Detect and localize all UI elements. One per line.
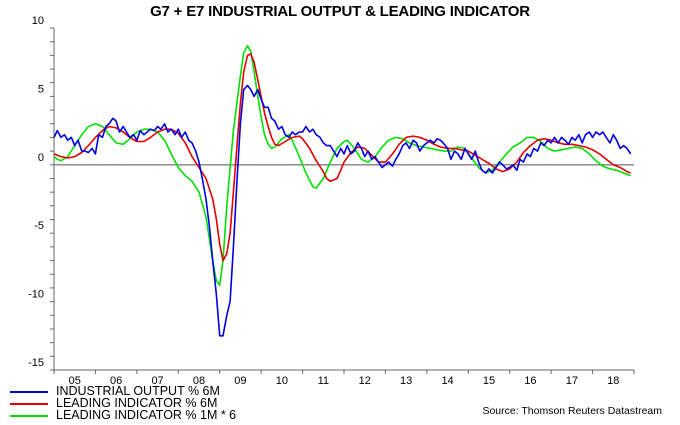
x-tick-label: 05 [69,375,81,387]
x-tick-label: 17 [566,375,578,387]
x-tick-label: 16 [524,375,536,387]
x-tick-label: 11 [318,375,329,387]
axes: 10 5 0 -5 -10 -15 05 06 07 08 09 10 11 12 13 14 15 16 17 18 [28,15,635,387]
series-lines [53,44,632,337]
chart-title: G7 + E7 INDUSTRIAL OUTPUT & LEADING INDI… [150,3,530,20]
legend-label: LEADING INDICATOR % 1M * 6 [56,408,237,422]
x-tick-label: 07 [151,375,163,387]
series-line [53,84,632,337]
y-tick-label: 0 [38,152,44,164]
legend-swatch-red [10,403,48,405]
y-tick-label: 10 [32,15,44,27]
legend-swatch-blue [10,391,48,393]
x-tick-label: 09 [234,375,246,387]
source-note: Source: Thomson Reuters Datastream [482,405,662,417]
legend-label: INDUSTRIAL OUTPUT % 6M [56,384,220,398]
x-tick-label: 13 [400,375,412,387]
x-tick-label: 15 [483,375,495,387]
x-tick-label: 06 [110,375,122,387]
legend-item-industrial-output: INDUSTRIAL OUTPUT % 6M [10,385,236,397]
legend-item-leading-indicator-1m: LEADING INDICATOR % 1M * 6 [10,409,236,421]
x-tick-label: 10 [276,375,288,387]
y-tick-label: -5 [34,220,44,232]
x-tick-label: 18 [607,375,619,387]
y-tick-label: 5 [38,83,44,95]
x-tick-label: 14 [441,375,453,387]
legend-item-leading-indicator-6m: LEADING INDICATOR % 6M [10,397,236,409]
series-line [53,53,631,262]
y-tick-label: -10 [28,289,44,301]
y-tick-label: -15 [28,357,44,369]
legend-swatch-green [10,415,48,417]
legend: INDUSTRIAL OUTPUT % 6M LEADING INDICATOR… [10,385,236,421]
legend-label: LEADING INDICATOR % 6M [56,396,218,410]
x-tick-label: 12 [359,375,371,387]
x-tick-label: 08 [193,375,205,387]
